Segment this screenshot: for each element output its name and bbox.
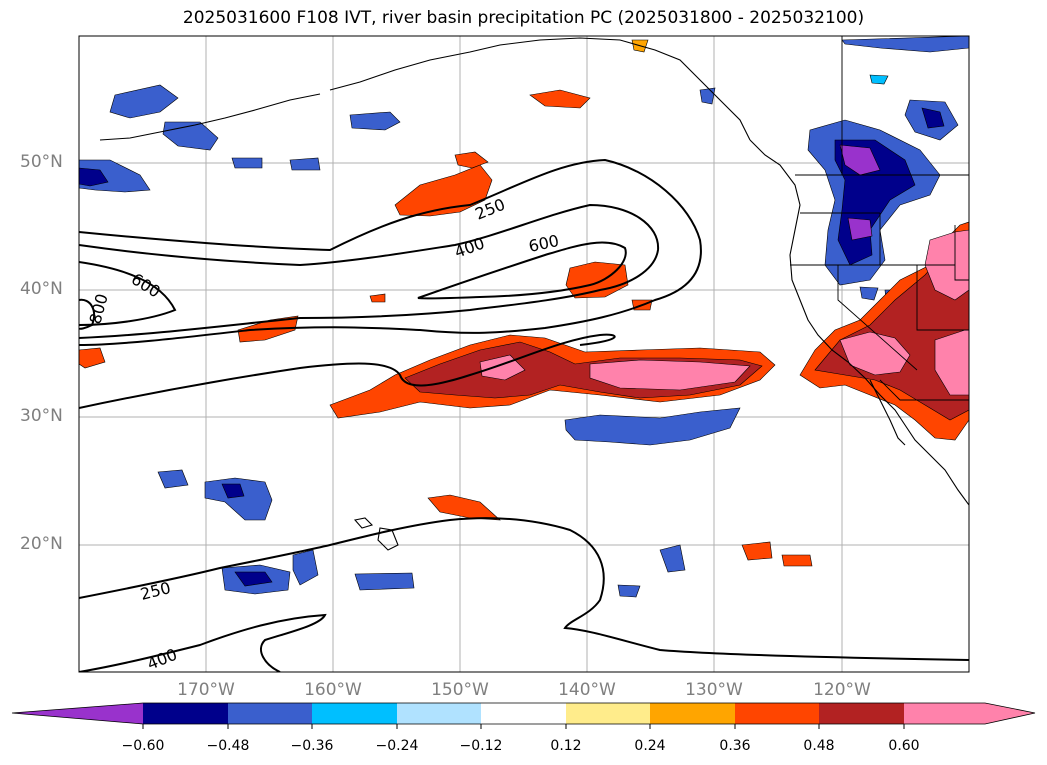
ivt-600-core xyxy=(417,241,627,300)
map-frame xyxy=(78,35,970,673)
coast-aleutians xyxy=(99,93,321,141)
colorbar-tick-label: −0.12 xyxy=(459,738,503,754)
coast-baja xyxy=(869,379,906,446)
pc-region-small-e xyxy=(617,584,641,598)
ivt-250-south xyxy=(79,517,969,661)
pc-region-small-c xyxy=(292,549,319,586)
lon-label: 160°W xyxy=(304,680,362,700)
colorbar-segment xyxy=(566,703,650,724)
pc-region-east-small xyxy=(741,541,773,561)
figure-title: 2025031600 F108 IVT, river basin precipi… xyxy=(182,8,865,28)
pc-region-west-b xyxy=(79,347,106,369)
colorbar-tick-label: 0.24 xyxy=(634,738,666,754)
ivt-250-lower xyxy=(79,333,616,409)
pc-region-mid-lat xyxy=(565,261,629,299)
pc-region-california-peak xyxy=(839,331,911,376)
colorbar-segment xyxy=(228,703,312,724)
colorbar-tick-label: −0.24 xyxy=(375,738,419,754)
pc-region-gulf-small xyxy=(231,157,263,169)
pc-region-small-d xyxy=(659,544,686,573)
lat-label: 40°N xyxy=(20,279,63,299)
pc-region-small-f xyxy=(869,74,889,85)
pc-region-east-small-2 xyxy=(781,554,813,567)
colorbar-tick-label: 0.48 xyxy=(803,738,835,754)
colorbar-tick-label: 0.12 xyxy=(550,738,582,754)
pc-region-hawaii-south-core xyxy=(234,571,273,587)
colorbar-segment xyxy=(397,703,481,724)
colorbar-tick-label: −0.60 xyxy=(121,738,165,754)
ivt-600-north xyxy=(79,261,177,326)
lon-label: 170°W xyxy=(177,680,235,700)
pc-region-small-h xyxy=(859,286,879,301)
pc-region-california-strong xyxy=(814,237,969,421)
pc-region-small-g xyxy=(699,87,716,105)
colorbar-segment xyxy=(735,703,819,724)
pc-region-aleutian-c xyxy=(349,111,401,131)
coast-alaska xyxy=(329,37,751,141)
colorbar-extend-high xyxy=(904,703,1035,724)
pc-region-hawaii-west xyxy=(204,477,273,521)
pc-region-hawaii-west-core xyxy=(221,483,245,499)
colorbar xyxy=(11,702,1036,729)
pc-region-nw-west-coast xyxy=(841,36,969,53)
pc-region-small-b xyxy=(354,572,415,591)
pc-region-gulf-alaska xyxy=(529,89,591,109)
colorbar-segment xyxy=(481,703,566,724)
pc-region-canada-core xyxy=(921,107,945,129)
pc-region-hawaii-north xyxy=(427,494,501,521)
colorbar-tick-label: 0.60 xyxy=(888,738,920,754)
colorbar-extend-low xyxy=(12,703,143,724)
negative-pc-regions xyxy=(79,36,969,598)
ivt-contours xyxy=(79,158,969,672)
lat-label: 30°N xyxy=(20,406,63,426)
pc-region-small-a xyxy=(157,469,189,489)
lon-label: 120°W xyxy=(813,680,871,700)
pc-region-northeast-pac-2 xyxy=(454,151,489,169)
colorbar-segment xyxy=(312,703,397,724)
lon-label: 150°W xyxy=(431,680,489,700)
pc-region-aleutian-a xyxy=(109,84,179,119)
coast-hawaii-1 xyxy=(353,517,374,529)
pc-region-subtropic-band xyxy=(564,407,741,446)
pc-region-main-band-peak-2 xyxy=(589,359,751,391)
state-borders xyxy=(790,36,969,401)
colorbar-tick-label: 0.36 xyxy=(719,738,751,754)
colorbar-tick-label: −0.48 xyxy=(206,738,250,754)
map-area: 250 400 600 600 800 250 400 xyxy=(79,36,969,672)
ivt-800 xyxy=(79,298,96,330)
pc-region-pnw-min xyxy=(839,144,881,176)
pc-region-pnw-min-2 xyxy=(847,217,873,241)
coast-north-america xyxy=(749,139,969,506)
pc-region-gulf-small-2 xyxy=(289,157,321,171)
lat-label: 20°N xyxy=(20,534,63,554)
ivt-250-north xyxy=(79,158,702,346)
ivt-400-north xyxy=(79,203,660,339)
lon-label: 140°W xyxy=(558,680,616,700)
pc-region-small-o2 xyxy=(369,293,386,303)
colorbar-tick-label: −0.36 xyxy=(290,738,334,754)
pc-region-dateline-core xyxy=(79,167,109,187)
lat-label: 50°N xyxy=(20,152,63,172)
colorbar-segment xyxy=(650,703,735,724)
colorbar-segment xyxy=(143,703,228,724)
ivt-400-south xyxy=(79,613,327,672)
colorbar-segment xyxy=(819,703,904,724)
lon-label: 130°W xyxy=(685,680,743,700)
